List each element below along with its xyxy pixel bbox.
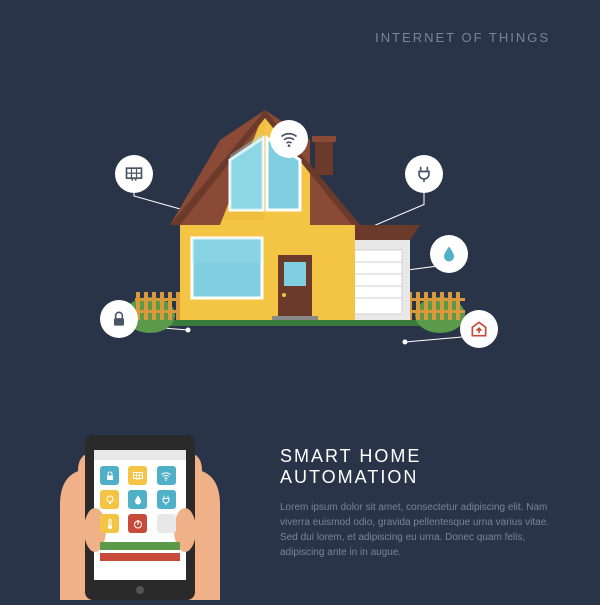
text-block: SMART HOME AUTOMATION Lorem ipsum dolor … <box>280 446 550 560</box>
title: SMART HOME AUTOMATION <box>280 446 550 488</box>
app-panel-icon[interactable] <box>128 466 147 485</box>
app-wifi-icon[interactable] <box>157 466 176 485</box>
header-tagline: INTERNET OF THINGS <box>375 30 550 45</box>
tablet-in-hands <box>40 400 240 600</box>
bottom-section: SMART HOME AUTOMATION Lorem ipsum dolor … <box>0 400 600 600</box>
app--icon[interactable] <box>157 514 176 533</box>
house-scene <box>0 70 600 370</box>
app-thermo-icon[interactable] <box>100 514 119 533</box>
wifi-icon <box>270 120 308 158</box>
app-power-icon[interactable] <box>128 514 147 533</box>
body-text: Lorem ipsum dolor sit amet, consectetur … <box>280 500 550 560</box>
garage-icon <box>460 310 498 348</box>
app-plug-icon[interactable] <box>157 490 176 509</box>
water-icon <box>430 235 468 273</box>
solar-panel-icon <box>115 155 153 193</box>
app-water-icon[interactable] <box>128 490 147 509</box>
app-lock-icon[interactable] <box>100 466 119 485</box>
tablet-screen <box>94 450 186 580</box>
lock-icon <box>100 300 138 338</box>
app-bulb-icon[interactable] <box>100 490 119 509</box>
plug-icon <box>405 155 443 193</box>
